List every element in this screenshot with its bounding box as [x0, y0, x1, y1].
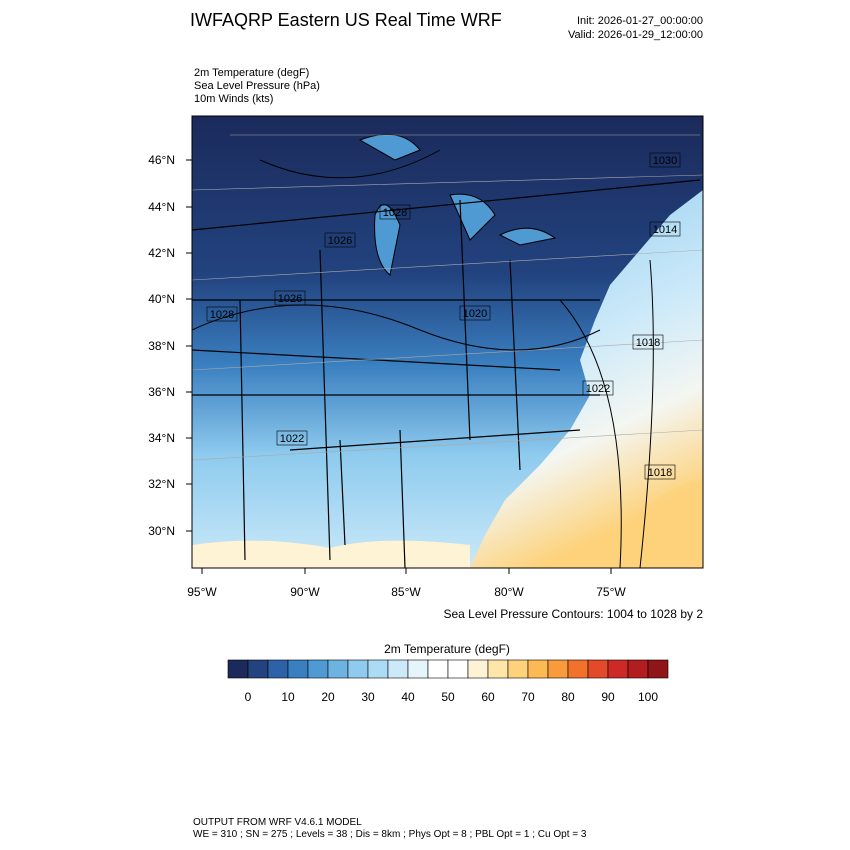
lat-label: 32°N — [148, 477, 175, 491]
colorbar-box — [407, 659, 429, 679]
lon-label: 80°W — [494, 585, 524, 599]
contour-label-box — [459, 305, 491, 321]
contour-label: 1026 — [278, 293, 302, 305]
lat-label: 42°N — [148, 246, 175, 260]
colorbar-tick-label: 60 — [481, 690, 495, 704]
lat-label: 44°N — [148, 200, 175, 214]
footer-line: OUTPUT FROM WRF V4.6.1 MODEL — [193, 817, 362, 828]
colorbar-box — [547, 659, 569, 679]
colorbar-box — [587, 659, 609, 679]
contour-label-box — [276, 430, 308, 446]
colorbar-box — [347, 659, 369, 679]
contour-label-box — [324, 232, 356, 248]
lat-label: 38°N — [148, 339, 175, 353]
colorbar-box — [467, 659, 489, 679]
colorbar-box — [627, 659, 649, 679]
colorbar-box — [567, 659, 589, 679]
init-time: Init: 2026-01-27_00:00:00 — [577, 15, 703, 27]
lat-label: 36°N — [148, 385, 175, 399]
contour-label: 1022 — [586, 383, 610, 395]
lat-label: 30°N — [148, 524, 175, 538]
colorbar-box — [247, 659, 269, 679]
contour-label-box — [649, 221, 681, 237]
title: IWFAQRP Eastern US Real Time WRF — [190, 10, 502, 30]
map-frame — [191, 115, 704, 569]
colorbar-box — [367, 659, 389, 679]
contour-note: Sea Level Pressure Contours: 1004 to 102… — [444, 607, 704, 621]
colorbar-box — [607, 659, 629, 679]
colorbar-box — [307, 659, 329, 679]
map — [192, 116, 703, 568]
lat-label: 40°N — [148, 292, 175, 306]
lon-label: 90°W — [290, 585, 320, 599]
colorbar-box — [507, 659, 529, 679]
contour-label-box — [632, 334, 664, 350]
colorbar-tick-label: 100 — [638, 690, 658, 704]
lat-label: 46°N — [148, 153, 175, 167]
field-label: 2m Temperature (degF) — [194, 67, 309, 79]
field-label: Sea Level Pressure (hPa) — [194, 80, 320, 92]
field-label: 10m Winds (kts) — [194, 93, 273, 105]
graticule — [192, 134, 703, 461]
colorbar-tick-label: 80 — [561, 690, 575, 704]
contour-label: 1020 — [463, 308, 487, 320]
colorbar-tick-label: 10 — [281, 690, 295, 704]
colorbar-tick-label: 90 — [601, 690, 615, 704]
colorbar-box — [387, 659, 409, 679]
contour-label-box — [649, 152, 681, 168]
contour-label: 1026 — [328, 235, 352, 247]
contour-label: 1028 — [210, 309, 234, 321]
colorbar-box — [227, 659, 249, 679]
colorbar-box — [427, 659, 449, 679]
contour-label: 1030 — [653, 155, 677, 167]
colorbar-box — [267, 659, 289, 679]
lon-label: 75°W — [596, 585, 626, 599]
colorbar-box — [647, 659, 669, 679]
lon-label: 85°W — [391, 585, 421, 599]
contour-label-box — [274, 290, 306, 306]
valid-time: Valid: 2026-01-29_12:00:00 — [568, 29, 703, 41]
gulf-coast — [192, 540, 470, 568]
contour-label-box — [644, 464, 676, 480]
colorbar-tick-label: 20 — [321, 690, 335, 704]
colorbar-box — [447, 659, 469, 679]
colorbar-tick-label: 70 — [521, 690, 535, 704]
colorbar-tick-label: 40 — [401, 690, 415, 704]
colorbar-tick-label: 0 — [245, 690, 252, 704]
contour-label: 1018 — [636, 337, 660, 349]
footer-line: WE = 310 ; SN = 275 ; Levels = 38 ; Dis … — [193, 829, 587, 840]
warm-water — [600, 480, 703, 568]
lon-label: 95°W — [187, 585, 217, 599]
colorbar-box — [287, 659, 309, 679]
contour-label: 1028 — [383, 207, 407, 219]
colorbar-tick-label: 30 — [361, 690, 375, 704]
great-lakes — [358, 133, 557, 276]
lat-label: 34°N — [148, 431, 175, 445]
colorbar-box — [487, 659, 509, 679]
colorbar-title: 2m Temperature (degF) — [384, 642, 510, 656]
contour-label-box — [582, 380, 614, 396]
contour-label-box — [379, 204, 411, 220]
colorbar-box — [527, 659, 549, 679]
contour-label: 1022 — [280, 433, 304, 445]
contour-label: 1014 — [653, 224, 677, 236]
isobars — [192, 149, 654, 568]
contour-label: 1018 — [648, 467, 672, 479]
colorbar-tick-label: 50 — [441, 690, 455, 704]
colorbar-box — [327, 659, 349, 679]
contour-label-box — [206, 306, 238, 322]
